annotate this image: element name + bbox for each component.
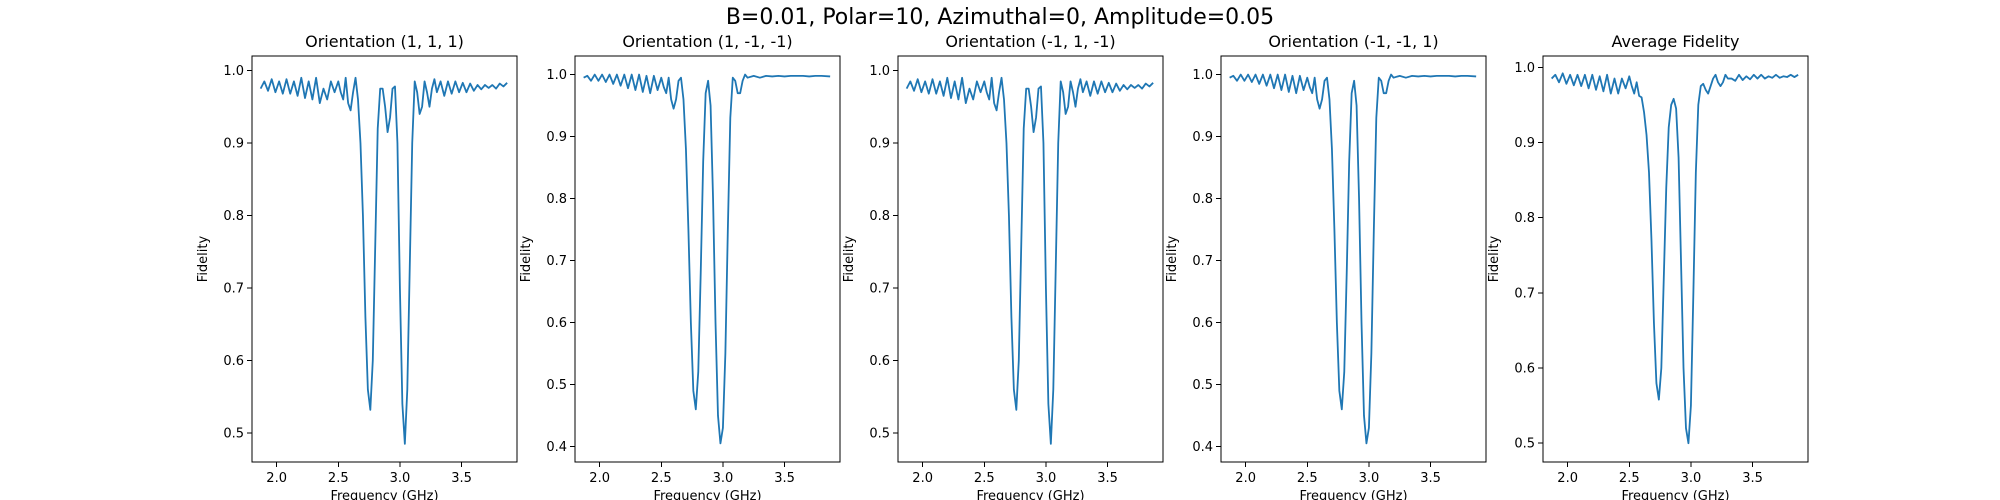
y-tick-label: 0.8 — [1514, 211, 1535, 226]
x-axis-label: Frequency (GHz) — [1621, 489, 1729, 500]
y-tick-label: 0.4 — [546, 440, 567, 455]
y-tick-label: 0.9 — [223, 137, 244, 152]
y-tick-label: 1.0 — [1514, 61, 1535, 76]
x-axis-label: Frequency (GHz) — [1299, 489, 1407, 500]
y-tick-label: 0.5 — [1192, 378, 1213, 393]
y-tick-label: 0.5 — [546, 378, 567, 393]
x-tick-label: 2.0 — [912, 471, 933, 486]
y-tick-label: 0.6 — [869, 354, 890, 369]
subplot-title: Orientation (1, 1, 1) — [305, 32, 464, 51]
x-axis-label: Frequency (GHz) — [976, 489, 1084, 500]
y-tick-label: 0.8 — [869, 209, 890, 224]
x-tick-label: 2.0 — [1235, 471, 1256, 486]
subplot-2: 2.0 2.5 3.0 3.5 0.4 0.5 0.6 0.7 0.8 0.9 1.0 Orienta… — [519, 32, 841, 500]
subplot-1: 2.0 2.5 3.0 3.5 0.5 0.6 0.7 0.8 0.9 1.0 Orientatio… — [196, 32, 518, 500]
y-tick-label: 1.0 — [546, 68, 567, 83]
axes-frame — [1542, 55, 1809, 463]
y-tick-label: 0.8 — [546, 192, 567, 207]
x-tick-label: 2.5 — [1297, 471, 1318, 486]
subplot-title: Orientation (-1, 1, -1) — [945, 32, 1115, 51]
fidelity-line — [1229, 73, 1477, 445]
subplot-4: 2.0 2.5 3.0 3.5 0.4 0.5 0.6 0.7 0.8 0.9 1.0 Orienta… — [1165, 32, 1487, 500]
y-axis-label: Fidelity — [1165, 235, 1180, 282]
x-tick-label: 3.5 — [774, 471, 795, 486]
axes-frame — [574, 55, 841, 463]
y-tick-label: 0.9 — [1192, 130, 1213, 145]
x-tick-label: 3.0 — [713, 471, 734, 486]
x-tick-label: 2.0 — [1557, 471, 1578, 486]
fidelity-line — [583, 73, 831, 445]
x-tick-label: 3.5 — [1742, 471, 1763, 486]
y-tick-label: 0.7 — [869, 282, 890, 297]
subplot-3: 2.0 2.5 3.0 3.5 0.5 0.6 0.7 0.8 0.9 1.0 Orientatio… — [842, 32, 1164, 500]
axes-frame — [897, 55, 1164, 463]
y-tick-label: 0.6 — [1192, 316, 1213, 331]
x-tick-label: 2.0 — [589, 471, 610, 486]
y-tick-label: 0.7 — [223, 282, 244, 297]
fidelity-line — [1550, 72, 1799, 445]
y-tick-label: 0.6 — [1514, 362, 1535, 377]
subplot-title: Orientation (1, -1, -1) — [622, 32, 792, 51]
x-axis-label: Frequency (GHz) — [330, 489, 438, 500]
x-tick-label: 2.5 — [974, 471, 995, 486]
fidelity-line — [905, 76, 1154, 445]
y-axis-label: Fidelity — [196, 235, 211, 282]
x-tick-label: 2.0 — [266, 471, 287, 486]
y-tick-label: 0.7 — [1192, 254, 1213, 269]
axes-frame — [251, 55, 518, 463]
subplot-title: Orientation (-1, -1, 1) — [1268, 32, 1438, 51]
y-axis-label: Fidelity — [519, 235, 534, 282]
x-tick-label: 3.0 — [390, 471, 411, 486]
y-tick-label: 0.8 — [1192, 192, 1213, 207]
x-tick-label: 2.5 — [328, 471, 349, 486]
y-tick-label: 0.7 — [1514, 286, 1535, 301]
x-tick-label: 3.0 — [1036, 471, 1057, 486]
y-tick-label: 1.0 — [869, 64, 890, 79]
y-axis-label: Fidelity — [1487, 235, 1502, 282]
y-axis-label: Fidelity — [842, 235, 857, 282]
y-tick-label: 0.4 — [1192, 440, 1213, 455]
y-tick-label: 0.7 — [546, 254, 567, 269]
x-axis-label: Frequency (GHz) — [653, 489, 761, 500]
subplot-5: 2.0 2.5 3.0 3.5 0.5 0.6 0.7 0.8 0.9 1.0 Average Fi… — [1487, 32, 1809, 500]
figure-title: B=0.01, Polar=10, Azimuthal=0, Amplitude… — [725, 5, 1275, 30]
x-tick-label: 3.0 — [1359, 471, 1380, 486]
x-tick-label: 3.5 — [1420, 471, 1441, 486]
x-tick-label: 3.5 — [1097, 471, 1118, 486]
y-tick-label: 0.9 — [869, 137, 890, 152]
y-tick-label: 0.5 — [1514, 437, 1535, 452]
y-tick-label: 0.5 — [869, 427, 890, 442]
y-tick-label: 0.6 — [223, 354, 244, 369]
y-tick-label: 0.9 — [546, 130, 567, 145]
y-tick-label: 0.5 — [223, 427, 244, 442]
x-tick-label: 3.0 — [1681, 471, 1702, 486]
y-tick-label: 0.9 — [1514, 136, 1535, 151]
fidelity-line — [259, 76, 508, 445]
axes-frame — [1220, 55, 1487, 463]
y-tick-label: 1.0 — [223, 64, 244, 79]
x-tick-label: 2.5 — [1619, 471, 1640, 486]
y-tick-label: 0.8 — [223, 209, 244, 224]
x-tick-label: 3.5 — [451, 471, 472, 486]
x-tick-label: 2.5 — [651, 471, 672, 486]
subplot-title: Average Fidelity — [1612, 32, 1740, 51]
y-tick-label: 0.6 — [546, 316, 567, 331]
y-tick-label: 1.0 — [1192, 68, 1213, 83]
